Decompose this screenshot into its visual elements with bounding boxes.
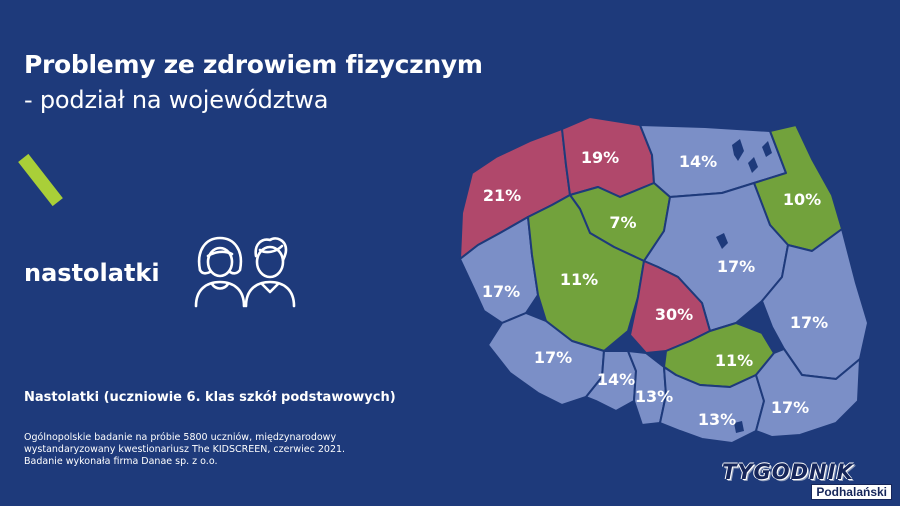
lake — [762, 141, 772, 157]
region-value-label: 19% — [581, 148, 619, 167]
teenagers-icon — [194, 236, 296, 308]
accent-bar — [18, 153, 63, 207]
region-value-label: 30% — [655, 305, 693, 324]
region-value-label: 14% — [597, 370, 635, 389]
page-title: Problemy ze zdrowiem fizycznym — [24, 50, 483, 79]
region-value-label: 17% — [534, 348, 572, 367]
page-subtitle: - podział na województwa — [24, 86, 329, 114]
lake — [748, 157, 758, 173]
source-line: Ogólnopolskie badanie na próbie 5800 ucz… — [24, 432, 337, 443]
region-value-label: 10% — [783, 190, 821, 209]
lake — [716, 233, 728, 249]
poland-map: 21% 19% 14% 10% 7% 17% 11% 17% 30% 17% 1… — [459, 116, 869, 444]
region-value-label: 17% — [482, 282, 520, 301]
source-line: wystandaryzowany kwestionariusz The KIDS… — [24, 444, 346, 455]
region-value-label: 11% — [560, 270, 598, 289]
source-note: Ogólnopolskie badanie na próbie 5800 ucz… — [24, 432, 345, 468]
source-line: Badanie wykonała firma Danae sp. z o.o. — [24, 456, 218, 467]
region-value-label: 13% — [698, 410, 736, 429]
region-value-label: 7% — [609, 213, 636, 232]
region-value-label: 17% — [790, 313, 828, 332]
region-value-label: 14% — [679, 152, 717, 171]
region-podkarpackie[interactable] — [755, 348, 861, 438]
publisher-logo: TYGODNIK Podhalański — [716, 458, 894, 500]
region-value-label: 21% — [483, 186, 521, 205]
publisher-logo-title: TYGODNIK — [722, 460, 854, 484]
region-value-label: 17% — [771, 398, 809, 417]
region-value-label: 13% — [635, 387, 673, 406]
teen-label: nastolatki — [24, 259, 160, 287]
caption: Nastolatki (uczniowie 6. klas szkół pods… — [24, 390, 396, 405]
lake — [732, 139, 744, 161]
lake — [734, 421, 744, 433]
region-value-label: 17% — [717, 257, 755, 276]
publisher-logo-subtitle: Podhalański — [811, 484, 892, 500]
region-value-label: 11% — [715, 351, 753, 370]
